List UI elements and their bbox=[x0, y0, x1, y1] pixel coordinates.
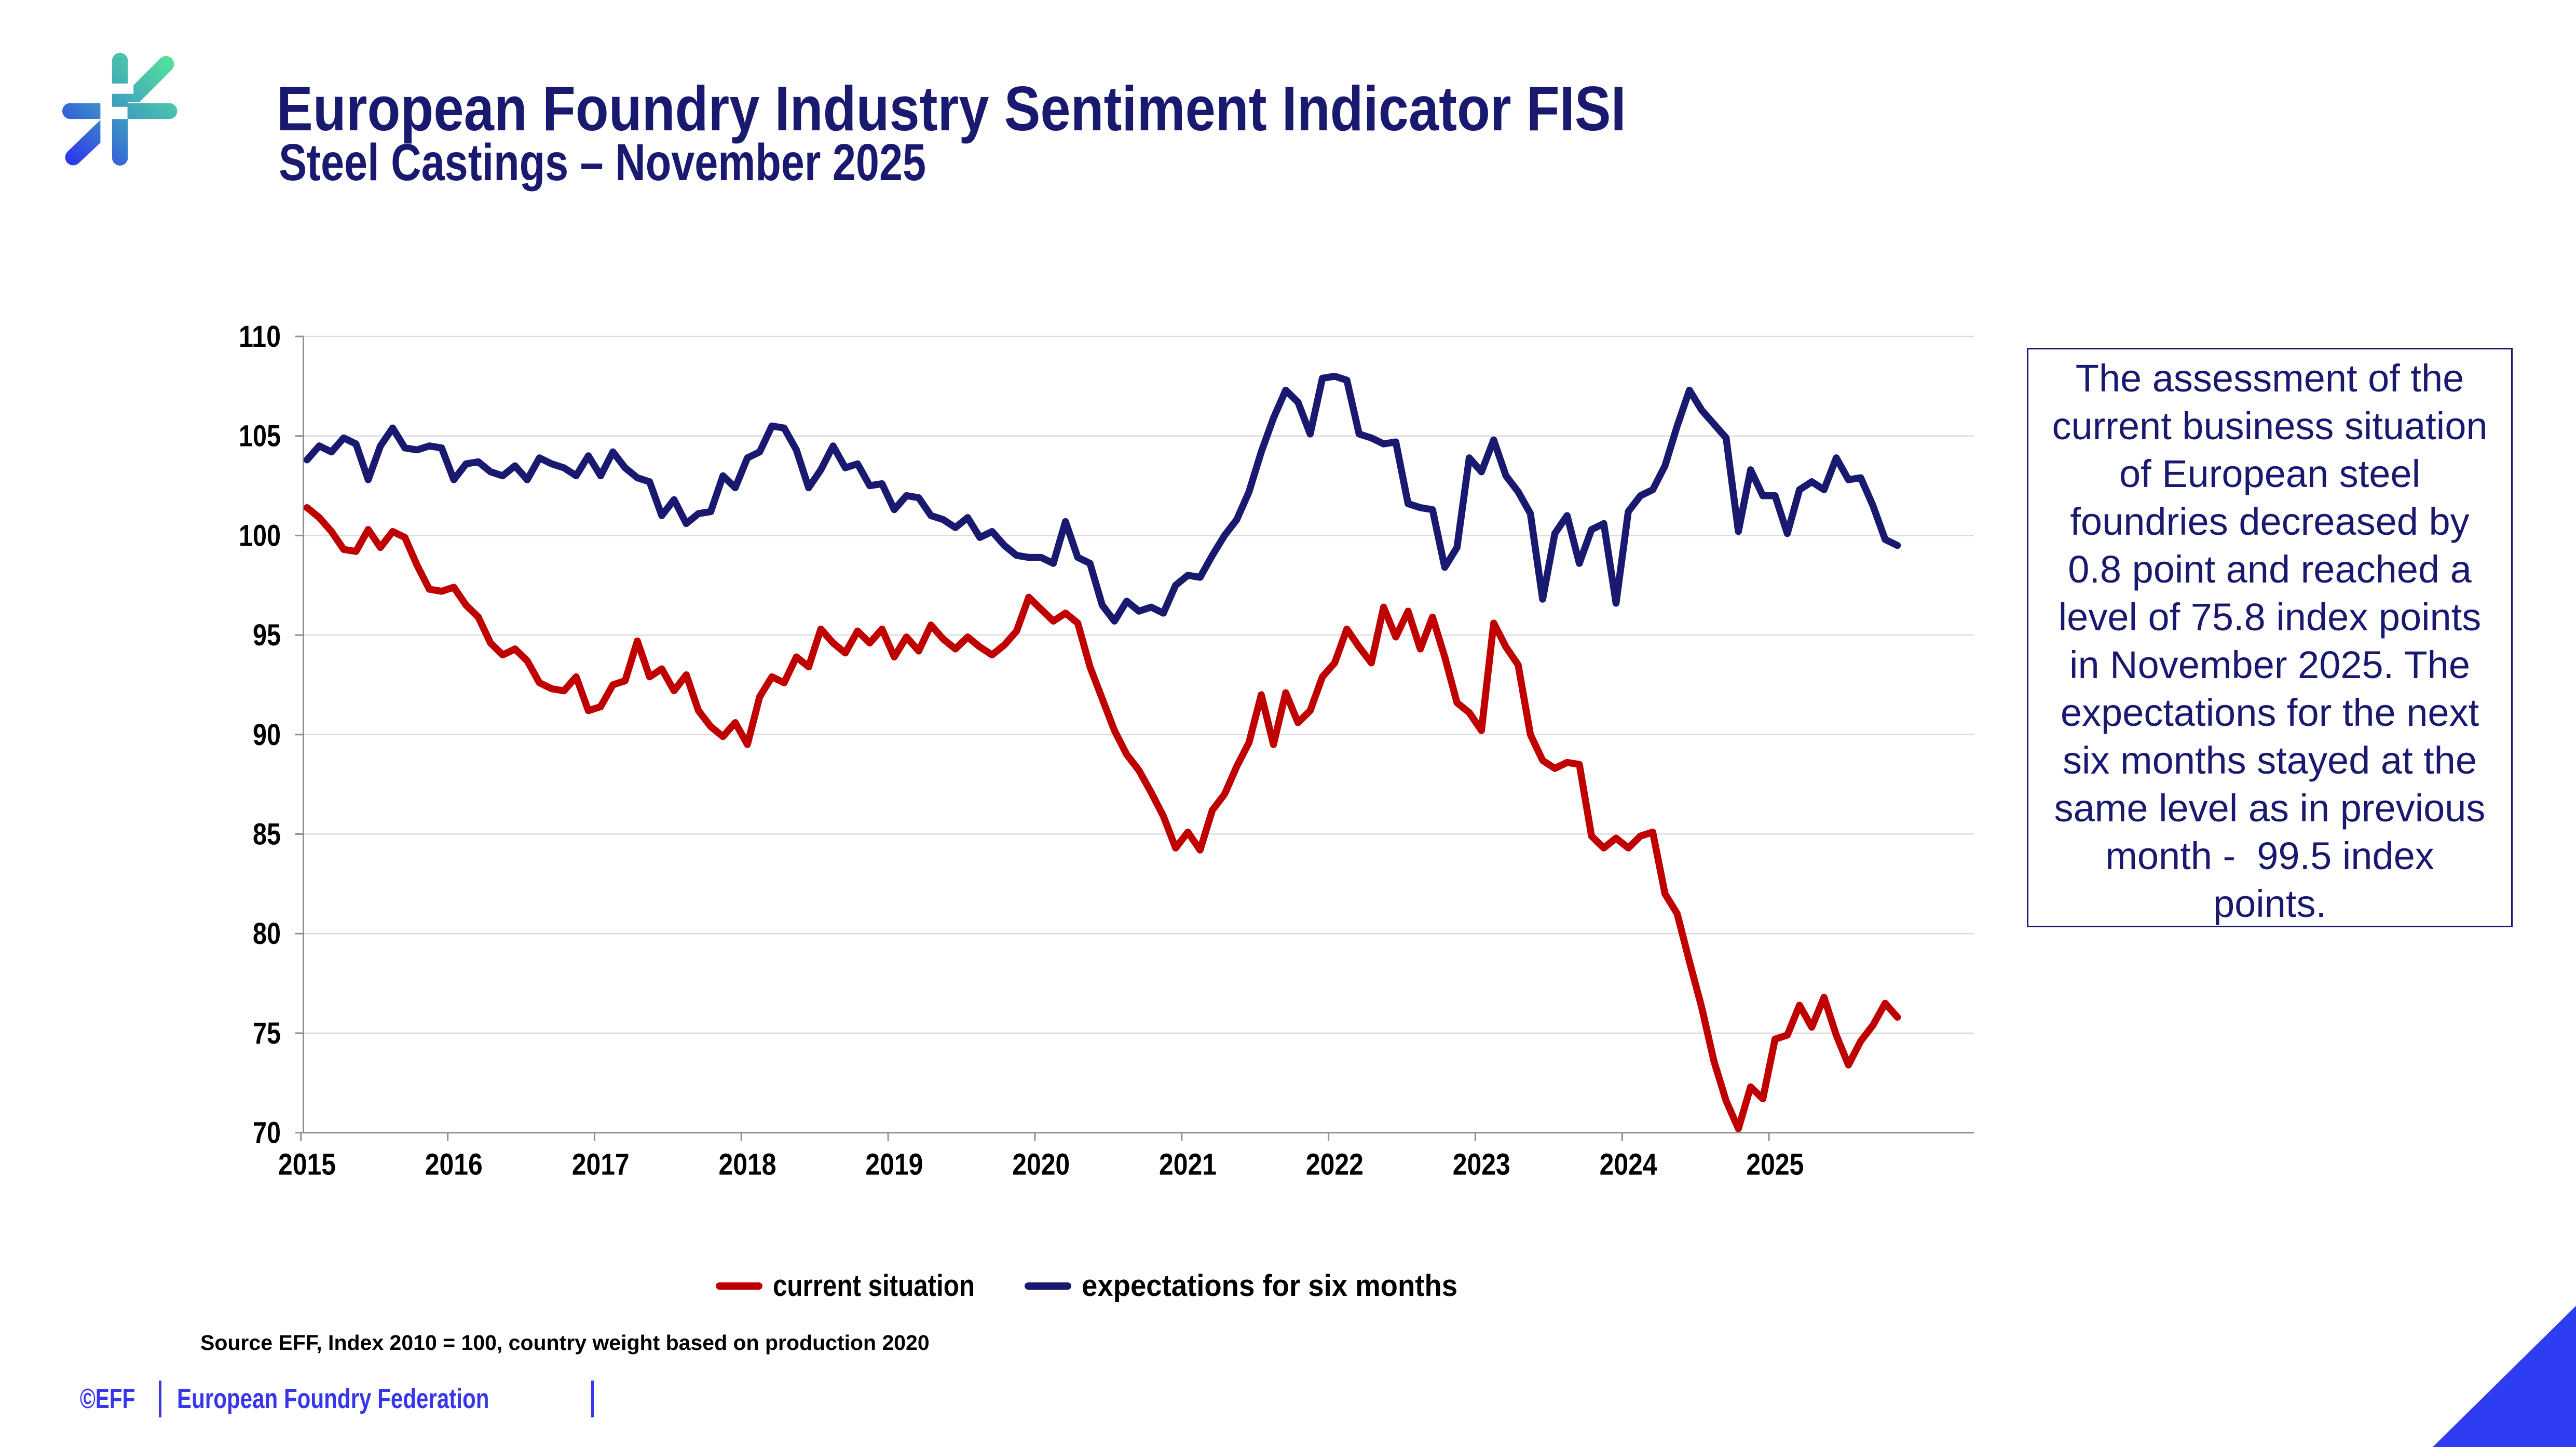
svg-text:105: 105 bbox=[239, 420, 281, 453]
svg-text:75: 75 bbox=[253, 1017, 281, 1050]
svg-text:2018: 2018 bbox=[719, 1148, 776, 1182]
svg-text:2015: 2015 bbox=[278, 1148, 336, 1182]
svg-text:95: 95 bbox=[253, 618, 281, 652]
svg-text:110: 110 bbox=[239, 320, 281, 354]
svg-text:2019: 2019 bbox=[865, 1148, 923, 1182]
svg-text:2017: 2017 bbox=[572, 1148, 630, 1182]
svg-text:85: 85 bbox=[253, 818, 281, 851]
svg-text:90: 90 bbox=[253, 718, 281, 752]
svg-text:2020: 2020 bbox=[1012, 1148, 1070, 1182]
svg-text:100: 100 bbox=[239, 519, 281, 552]
svg-text:2022: 2022 bbox=[1306, 1148, 1364, 1182]
svg-text:2021: 2021 bbox=[1159, 1148, 1217, 1182]
svg-text:2025: 2025 bbox=[1746, 1148, 1804, 1182]
svg-text:2024: 2024 bbox=[1600, 1148, 1657, 1182]
svg-text:2023: 2023 bbox=[1453, 1148, 1510, 1182]
svg-text:80: 80 bbox=[253, 917, 281, 951]
svg-text:70: 70 bbox=[253, 1116, 281, 1150]
svg-text:2016: 2016 bbox=[425, 1148, 483, 1182]
